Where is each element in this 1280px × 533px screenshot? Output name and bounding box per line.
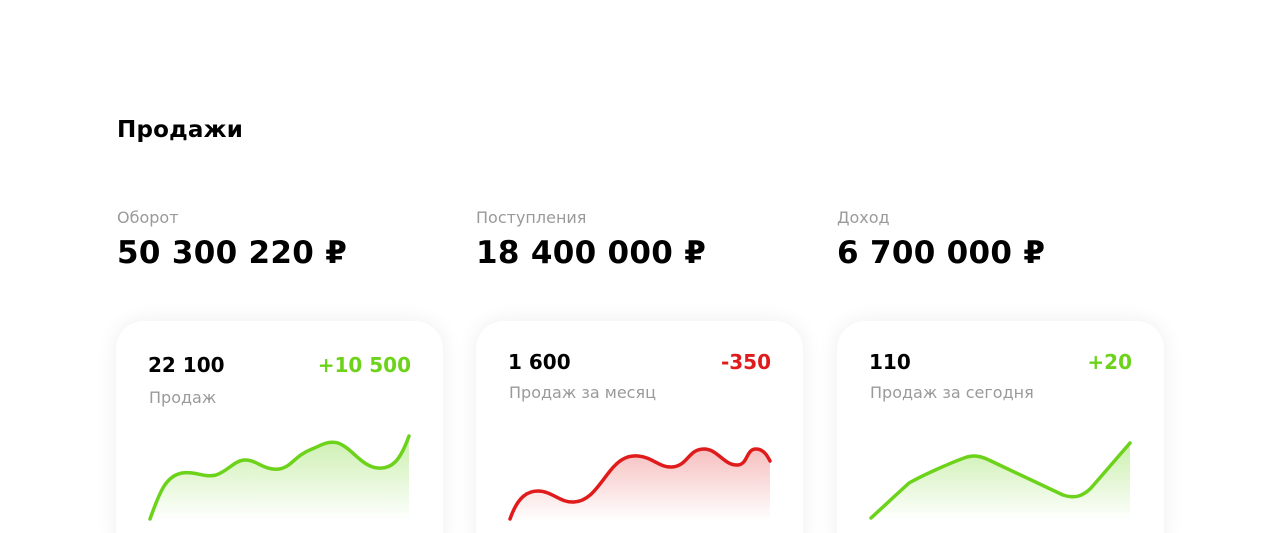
sales-card-month[interactable]: 1 600 -350 Продаж за месяц <box>476 321 803 533</box>
sales-card-total[interactable]: 22 100 +10 500 Продаж <box>116 321 443 533</box>
sales-count: 110 <box>869 350 911 374</box>
kpi-value: 50 300 220 ₽ <box>117 235 348 271</box>
sales-label: Продаж за месяц <box>509 383 656 402</box>
sales-label: Продаж <box>149 388 217 407</box>
kpi-income: Доход 6 700 000 ₽ <box>837 208 1045 271</box>
sales-delta: +10 500 <box>317 353 411 377</box>
kpi-turnover: Оборот 50 300 220 ₽ <box>117 208 347 271</box>
kpi-value: 18 400 000 ₽ <box>476 235 707 271</box>
kpi-receipts: Поступления 18 400 000 ₽ <box>476 208 706 271</box>
sales-delta: -350 <box>720 350 771 374</box>
kpi-label: Доход <box>837 208 890 227</box>
sales-count: 22 100 <box>148 353 225 377</box>
kpi-value: 6 700 000 ₽ <box>837 235 1046 271</box>
kpi-label: Поступления <box>476 208 587 227</box>
sales-count: 1 600 <box>508 350 571 374</box>
section-title: Продажи <box>117 117 244 143</box>
sales-month-sparkline-chart <box>508 447 772 521</box>
sales-today-sparkline-chart <box>869 441 1132 521</box>
sales-delta: +20 <box>1087 350 1132 374</box>
sales-label: Продаж за сегодня <box>870 383 1034 402</box>
sales-card-today[interactable]: 110 +20 Продаж за сегодня <box>837 321 1164 533</box>
kpi-label: Оборот <box>117 208 179 227</box>
sales-sparkline-chart <box>148 434 411 521</box>
